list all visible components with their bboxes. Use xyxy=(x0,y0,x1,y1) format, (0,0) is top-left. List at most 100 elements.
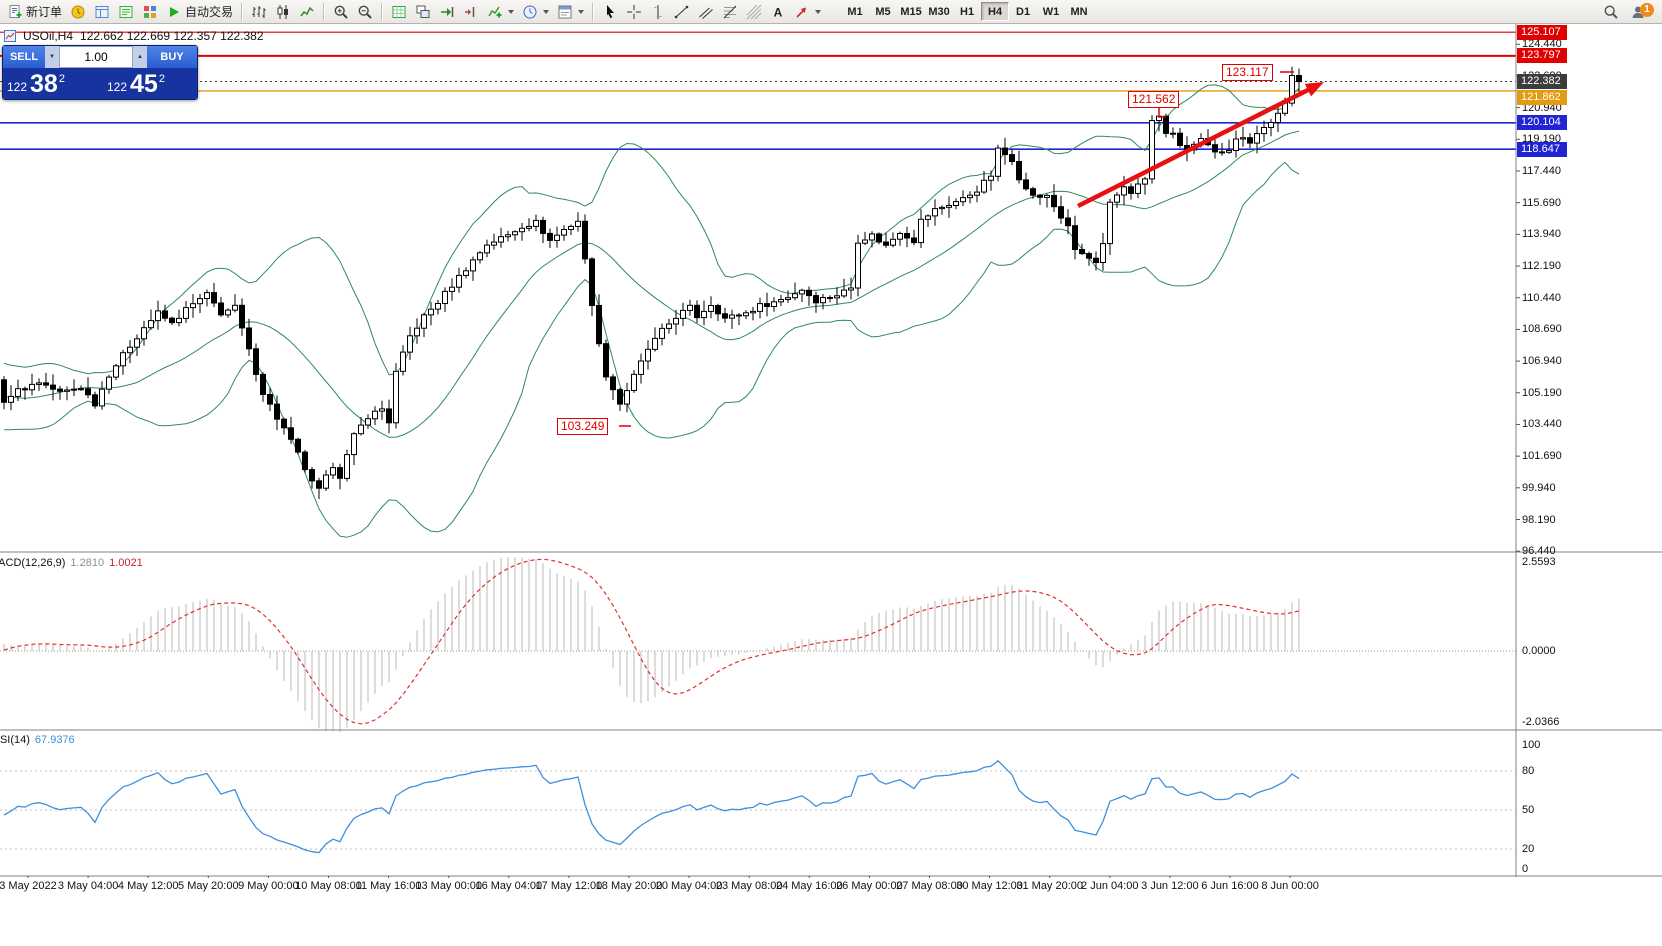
templates-icon xyxy=(558,5,572,18)
trend-arrow-line[interactable] xyxy=(1076,86,1312,209)
dropdown-caret-icon xyxy=(508,9,515,14)
timeframe-m15[interactable]: M15 xyxy=(897,2,925,21)
timeframe-h4[interactable]: H4 xyxy=(981,2,1010,21)
toolbar-separator xyxy=(592,2,595,21)
tile-windows-button[interactable] xyxy=(411,2,435,22)
time-axis-label: 3 May 2022 xyxy=(0,880,57,892)
market-watch-button[interactable] xyxy=(66,2,90,22)
terminal-icon xyxy=(144,5,157,18)
buy-button[interactable]: BUY xyxy=(147,46,197,68)
ask-pips: 45 xyxy=(130,70,158,98)
rsi-axis-label: 20 xyxy=(1522,843,1535,855)
cursor-button[interactable] xyxy=(598,2,622,22)
time-axis-label: 8 Jun 00:00 xyxy=(1261,880,1319,892)
periods-icon xyxy=(523,5,537,18)
dropdown-caret-icon xyxy=(543,9,550,14)
bid-pips: 38 xyxy=(30,70,58,98)
price-axis[interactable]: 124.440122.690120.940119.190117.440115.6… xyxy=(1516,24,1662,878)
price-tag-blue_level: 120.104 xyxy=(1517,115,1567,131)
price-axis-label: 117.440 xyxy=(1522,165,1561,177)
text-button[interactable]: A xyxy=(766,2,790,22)
price-axis-label: 106.940 xyxy=(1522,355,1562,368)
gann-grid-button[interactable] xyxy=(742,2,766,22)
price-axis-label: 113.940 xyxy=(1522,228,1561,241)
candlesticks-button[interactable] xyxy=(271,2,295,22)
bar-chart-icon xyxy=(252,5,266,18)
time-axis-label: 26 May 00:00 xyxy=(836,880,903,892)
vertical-line-icon xyxy=(654,4,662,19)
bar-chart-button[interactable] xyxy=(247,2,271,22)
new-chart-icon xyxy=(392,5,406,18)
buy-price-button[interactable]: 122 45 2 xyxy=(97,68,197,99)
autotrading-label: 自动交易 xyxy=(185,5,234,19)
line-chart-button[interactable] xyxy=(295,2,319,22)
macd-signal-line xyxy=(3,558,1300,725)
timeframe-w1[interactable]: W1 xyxy=(1037,2,1065,21)
ask-whole: 122 xyxy=(107,80,128,94)
price-axis-label: 124.440 xyxy=(1522,38,1562,51)
chart-canvas[interactable] xyxy=(0,24,1662,878)
sell-price-button[interactable]: 122 38 2 xyxy=(3,68,97,99)
price-axis-label: 101.690 xyxy=(1522,450,1562,463)
time-axis[interactable]: 3 May 2022 3 May 04:00 4 May 12:00 5 May 20… xyxy=(0,877,1516,896)
timeframe-mn[interactable]: MN xyxy=(1065,2,1093,21)
zoom-in-button[interactable] xyxy=(329,2,353,22)
time-axis-label: 16 May 04:00 xyxy=(475,880,543,892)
rsi-axis-label: 0 xyxy=(1522,863,1529,875)
timeframe-m30[interactable]: M30 xyxy=(925,2,953,21)
trendline-button[interactable] xyxy=(670,2,694,22)
periods-button[interactable] xyxy=(518,2,553,22)
vertical-line-button[interactable] xyxy=(646,2,670,22)
navigator-icon xyxy=(119,5,133,18)
candles xyxy=(1,66,1302,499)
text-icon: A xyxy=(774,5,783,19)
sell-button[interactable]: SELL xyxy=(3,46,45,68)
arrows-button[interactable] xyxy=(790,2,825,22)
time-axis-label: 11 May 16:00 xyxy=(355,880,422,892)
timeframe-d1[interactable]: D1 xyxy=(1009,2,1037,21)
tile-windows-icon xyxy=(416,5,430,18)
search-button[interactable] xyxy=(1599,2,1623,22)
time-axis-label: 10 May 08:00 xyxy=(295,880,362,892)
price-axis-label: 112.190 xyxy=(1522,260,1561,273)
crosshair-button[interactable] xyxy=(622,2,646,22)
equidistant-channel-button[interactable] xyxy=(694,2,718,22)
auto-scroll-button[interactable] xyxy=(435,2,459,22)
new-order-button[interactable]: 新订单 xyxy=(3,2,66,22)
volume-increase-button[interactable]: ▲ xyxy=(133,46,147,68)
data-window-button[interactable] xyxy=(90,2,114,22)
fibonacci-button[interactable] xyxy=(718,2,742,22)
price-axis-label: 110.440 xyxy=(1522,291,1561,304)
time-axis-label: 3 Jun 12:00 xyxy=(1141,880,1199,892)
indicators-button[interactable] xyxy=(483,2,518,22)
terminal-button[interactable] xyxy=(138,2,162,22)
rsi-axis-label: 50 xyxy=(1522,804,1535,816)
rsi-axis-label: 100 xyxy=(1522,739,1541,751)
timeframe-h1[interactable]: H1 xyxy=(953,2,981,21)
timeframe-m1[interactable]: M1 xyxy=(841,2,869,21)
time-axis-label: 6 Jun 16:00 xyxy=(1201,880,1259,892)
trendline-icon xyxy=(674,5,689,18)
annotation-price-123117[interactable]: 123.117 xyxy=(1222,64,1273,81)
bollinger-middle[interactable] xyxy=(3,130,1300,438)
timeframe-m5[interactable]: M5 xyxy=(869,2,897,21)
autotrading-icon xyxy=(170,6,180,17)
annotation-price-103249[interactable]: 103.249 xyxy=(557,418,609,435)
bollinger-upper[interactable] xyxy=(3,84,1300,376)
autotrading-button[interactable]: 自动交易 xyxy=(162,2,237,22)
navigator-button[interactable] xyxy=(114,2,138,22)
trade-panel-top-row: SELL ▼ ▲ BUY xyxy=(3,46,197,68)
new-chart-button[interactable] xyxy=(387,2,411,22)
fibonacci-icon xyxy=(723,5,737,18)
community-button[interactable]: 1 xyxy=(1623,2,1654,22)
templates-button[interactable] xyxy=(553,2,588,22)
price-axis-label: 115.690 xyxy=(1522,196,1561,209)
annotation-price-121562[interactable]: 121.562 xyxy=(1128,91,1180,108)
search-icon xyxy=(1604,5,1618,19)
volume-input[interactable] xyxy=(59,46,133,68)
macd-name: MACD(12,26,9) xyxy=(0,557,66,569)
chart-shift-button[interactable] xyxy=(459,2,483,22)
price-tag-red_level: 125.107 xyxy=(1517,24,1567,40)
volume-decrease-button[interactable]: ▼ xyxy=(45,46,59,68)
zoom-out-button[interactable] xyxy=(353,2,377,22)
